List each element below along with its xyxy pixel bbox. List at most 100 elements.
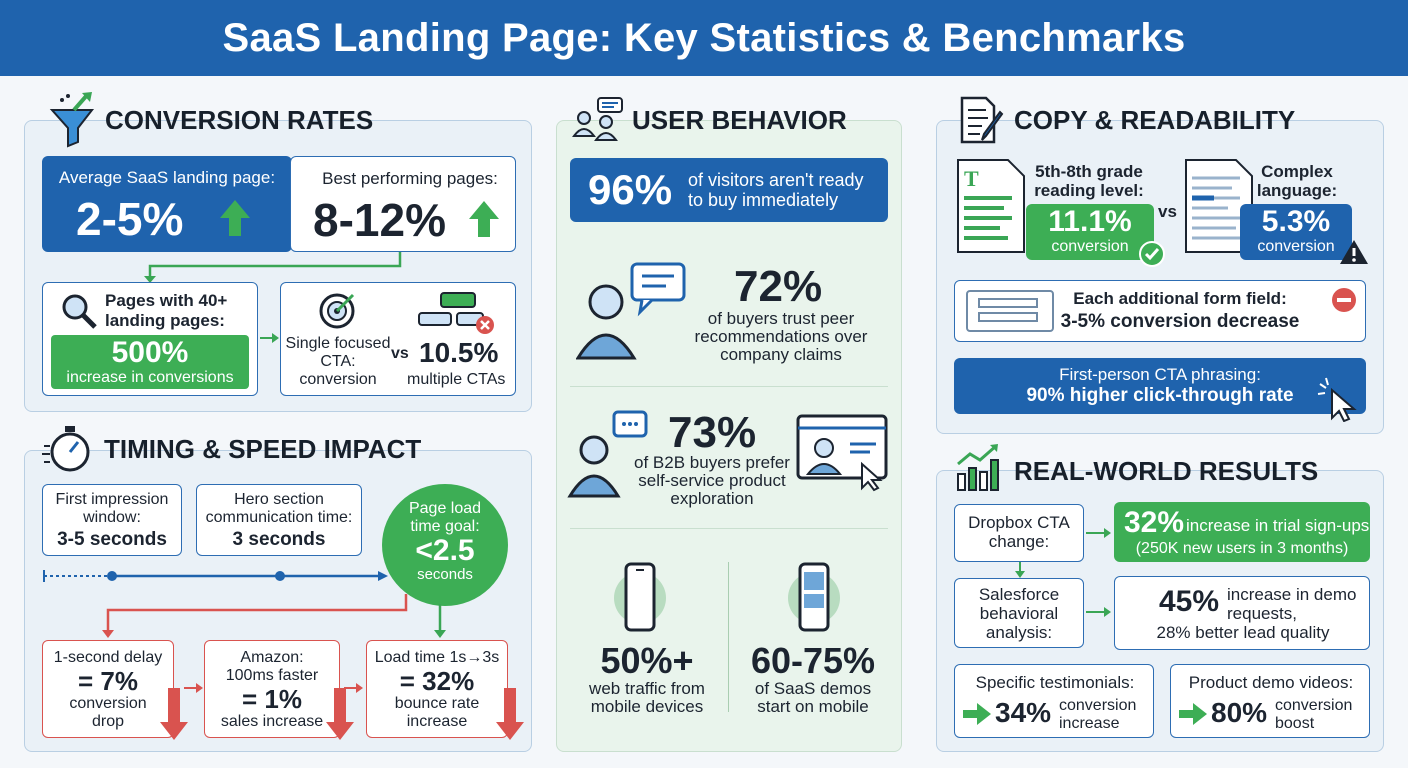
grade-highlight: 11.1% conversion xyxy=(1026,204,1154,260)
stopwatch-icon xyxy=(42,424,94,474)
warning-icon xyxy=(1338,238,1370,266)
document-pen-icon xyxy=(958,96,1008,146)
salesforce-value: 45% xyxy=(1159,585,1220,618)
copy-heading: COPY & READABILITY xyxy=(1014,105,1296,135)
pages40-label: Pages with 40+ landing pages: xyxy=(105,291,228,330)
arrow-down-icon xyxy=(496,688,524,740)
testimonials-label: Specific testimonials: xyxy=(975,673,1135,692)
complex-sub: conversion xyxy=(1257,238,1335,255)
hero-label: Hero section communication time: xyxy=(205,491,353,526)
users-icon xyxy=(572,96,626,142)
best-label: Best performing pages: xyxy=(322,169,498,188)
arrow-right-icon xyxy=(1179,703,1207,725)
person-chat-icon xyxy=(576,262,688,362)
first-person-value: 90% higher click-through rate xyxy=(1026,385,1294,406)
target-icon xyxy=(317,291,357,331)
timing-heading: TIMING & SPEED IMPACT xyxy=(104,434,422,464)
delay-value: = 7% xyxy=(78,666,138,696)
v73-label: of B2B buyers prefer self-service produc… xyxy=(634,453,790,508)
pages40-card: Pages with 40+ landing pages: 500% incre… xyxy=(42,282,258,396)
load-goal-circle: Page load time goal: <2.5 seconds xyxy=(382,484,508,606)
testimonials-value: 34% xyxy=(995,697,1052,728)
svg-text:T: T xyxy=(964,166,979,191)
dropbox-result: 32% increase in trial sign-ups (250K new… xyxy=(1114,502,1370,562)
arrow-right-icon xyxy=(344,682,364,694)
v50-value: 50%+ xyxy=(600,640,694,681)
v50-label: web traffic from mobile devices xyxy=(589,679,705,716)
v72-label: of buyers trust peer recommendations ove… xyxy=(694,309,868,364)
divider xyxy=(570,528,888,529)
avg-label: Average SaaS landing page: xyxy=(58,168,276,187)
arrow-right-icon xyxy=(963,703,991,725)
dropbox-text: increase in trial sign-ups xyxy=(1186,516,1370,535)
pages40-highlight: 500% increase in conversions xyxy=(51,335,249,389)
arrow-down-icon xyxy=(1014,562,1026,578)
testimonials-card: Specific testimonials: 34% conversion in… xyxy=(954,664,1154,738)
v96-value: 96% xyxy=(588,166,673,213)
first-person-card: First-person CTA phrasing: 90% higher cl… xyxy=(954,358,1366,414)
amazon-card: Amazon: 100ms faster = 1% sales increase xyxy=(204,640,340,738)
delay-card: 1-second delay = 7% conversion drop xyxy=(42,640,174,738)
arrow-up-icon xyxy=(467,199,501,239)
salesforce-text: increase in demo requests, xyxy=(1227,585,1357,623)
videos-label: Product demo videos: xyxy=(1188,673,1354,692)
multiple-buttons-icon xyxy=(417,291,497,335)
magnifier-icon xyxy=(59,291,99,331)
arrow-down-icon xyxy=(160,688,188,740)
v60-label: of SaaS demos start on mobile xyxy=(754,679,872,716)
document-icon xyxy=(1184,158,1254,254)
complex-label: Complex language: xyxy=(1256,162,1338,200)
form-value: 3-5% conversion decrease xyxy=(1060,311,1300,332)
delay-label: 1-second delay xyxy=(53,649,163,666)
behavior-heading: USER BEHAVIOR xyxy=(632,105,847,135)
v72-value: 72% xyxy=(734,262,823,311)
hero-value: 3 seconds xyxy=(232,529,326,550)
cursor-click-icon xyxy=(1316,376,1360,422)
v96-label: of visitors aren't ready to buy immediat… xyxy=(688,170,864,210)
pages40-value: 500% xyxy=(111,336,189,369)
first-person-label: First-person CTA phrasing: xyxy=(1059,365,1261,384)
avg-value: 2-5% xyxy=(76,193,184,245)
amazon-label: Amazon: 100ms faster xyxy=(225,649,319,684)
first-label: First impression window: xyxy=(55,491,169,526)
grade-label: 5th-8th grade reading level: xyxy=(1034,162,1144,200)
amazon-sub: sales increase xyxy=(220,713,324,730)
document-icon: T xyxy=(956,158,1026,254)
pages40-sub: increase in conversions xyxy=(66,369,234,386)
divider xyxy=(570,386,888,387)
goal-value: <2.5 xyxy=(415,534,475,567)
dropbox-label: Dropbox CTA change: xyxy=(968,513,1070,551)
salesforce-label: Salesforce behavioral analysis: xyxy=(978,585,1060,642)
multi-value: 10.5% xyxy=(419,337,499,368)
testimonials-text: conversion increase xyxy=(1059,697,1137,732)
conversion-heading: CONVERSION RATES xyxy=(105,105,374,135)
branch-lines xyxy=(100,594,460,640)
dropbox-value: 32% xyxy=(1124,506,1185,539)
v60-value: 60-75% xyxy=(750,640,876,681)
arrow-right-icon xyxy=(1086,527,1112,539)
dropbox-sub: (250K new users in 3 months) xyxy=(1135,540,1349,557)
form-field-card: Each additional form field: 3-5% convers… xyxy=(954,280,1366,342)
v96-card: 96% of visitors aren't ready to buy imme… xyxy=(570,158,888,222)
salesforce-result: 45% increase in demo requests, 28% bette… xyxy=(1114,576,1370,650)
form-label: Each additional form field: xyxy=(1073,289,1287,308)
vertical-divider xyxy=(728,562,729,712)
hero-card: Hero section communication time: 3 secon… xyxy=(196,484,362,556)
salesforce-card: Salesforce behavioral analysis: xyxy=(954,578,1084,648)
videos-value: 80% xyxy=(1211,697,1268,728)
arrow-up-icon xyxy=(218,198,252,238)
arrow-right-icon xyxy=(260,332,280,344)
arrow-right-icon xyxy=(184,682,204,694)
v73-value: 73% xyxy=(668,408,757,457)
grade-value: 11.1% xyxy=(1048,205,1132,238)
minus-icon xyxy=(1331,287,1357,313)
multi-label: multiple CTAs xyxy=(407,371,506,388)
phone-icon xyxy=(786,560,842,636)
form-icon xyxy=(965,289,1055,333)
delay-sub: conversion drop xyxy=(69,695,147,730)
timeline xyxy=(42,566,392,586)
goal-unit: seconds xyxy=(417,566,473,583)
videos-card: Product demo videos: 80% conversion boos… xyxy=(1170,664,1370,738)
best-conversion-card: Best performing pages: 8-12% xyxy=(290,156,516,252)
first-impression-card: First impression window: 3-5 seconds xyxy=(42,484,182,556)
